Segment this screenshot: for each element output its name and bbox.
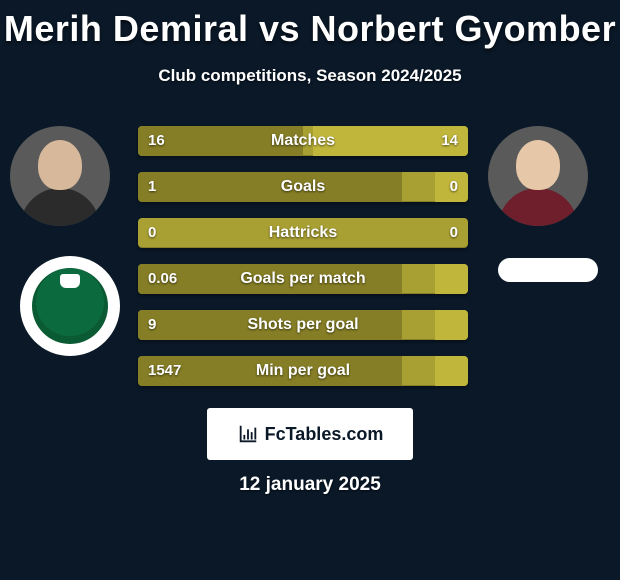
subtitle: Club competitions, Season 2024/2025: [0, 66, 620, 86]
page-title: Merih Demiral vs Norbert Gyomber: [0, 0, 620, 50]
stat-label: Goals per match: [138, 264, 468, 294]
stat-row: 0.06Goals per match: [138, 264, 468, 294]
stat-label: Goals: [138, 172, 468, 202]
stat-row: 1614Matches: [138, 126, 468, 156]
player-right-avatar: [488, 126, 588, 226]
comparison-panel: 1614Matches 10Goals 00Hattricks 0.06Goals p…: [0, 116, 620, 396]
stat-row: 10Goals: [138, 172, 468, 202]
stat-row: 1547Min per goal: [138, 356, 468, 386]
club-right-badge: [498, 258, 598, 282]
stat-label: Shots per goal: [138, 310, 468, 340]
club-crest-icon: [32, 268, 108, 344]
stat-label: Matches: [138, 126, 468, 156]
stat-bars: 1614Matches 10Goals 00Hattricks 0.06Goals p…: [138, 126, 468, 402]
brand-text: FcTables.com: [265, 424, 384, 445]
stat-row: 00Hattricks: [138, 218, 468, 248]
player-left-avatar: [10, 126, 110, 226]
chart-icon: [237, 423, 259, 445]
stat-label: Min per goal: [138, 356, 468, 386]
brand-badge: FcTables.com: [207, 408, 413, 460]
stat-row: 9Shots per goal: [138, 310, 468, 340]
date-label: 12 january 2025: [0, 474, 620, 496]
stat-label: Hattricks: [138, 218, 468, 248]
club-left-badge: [20, 256, 120, 356]
